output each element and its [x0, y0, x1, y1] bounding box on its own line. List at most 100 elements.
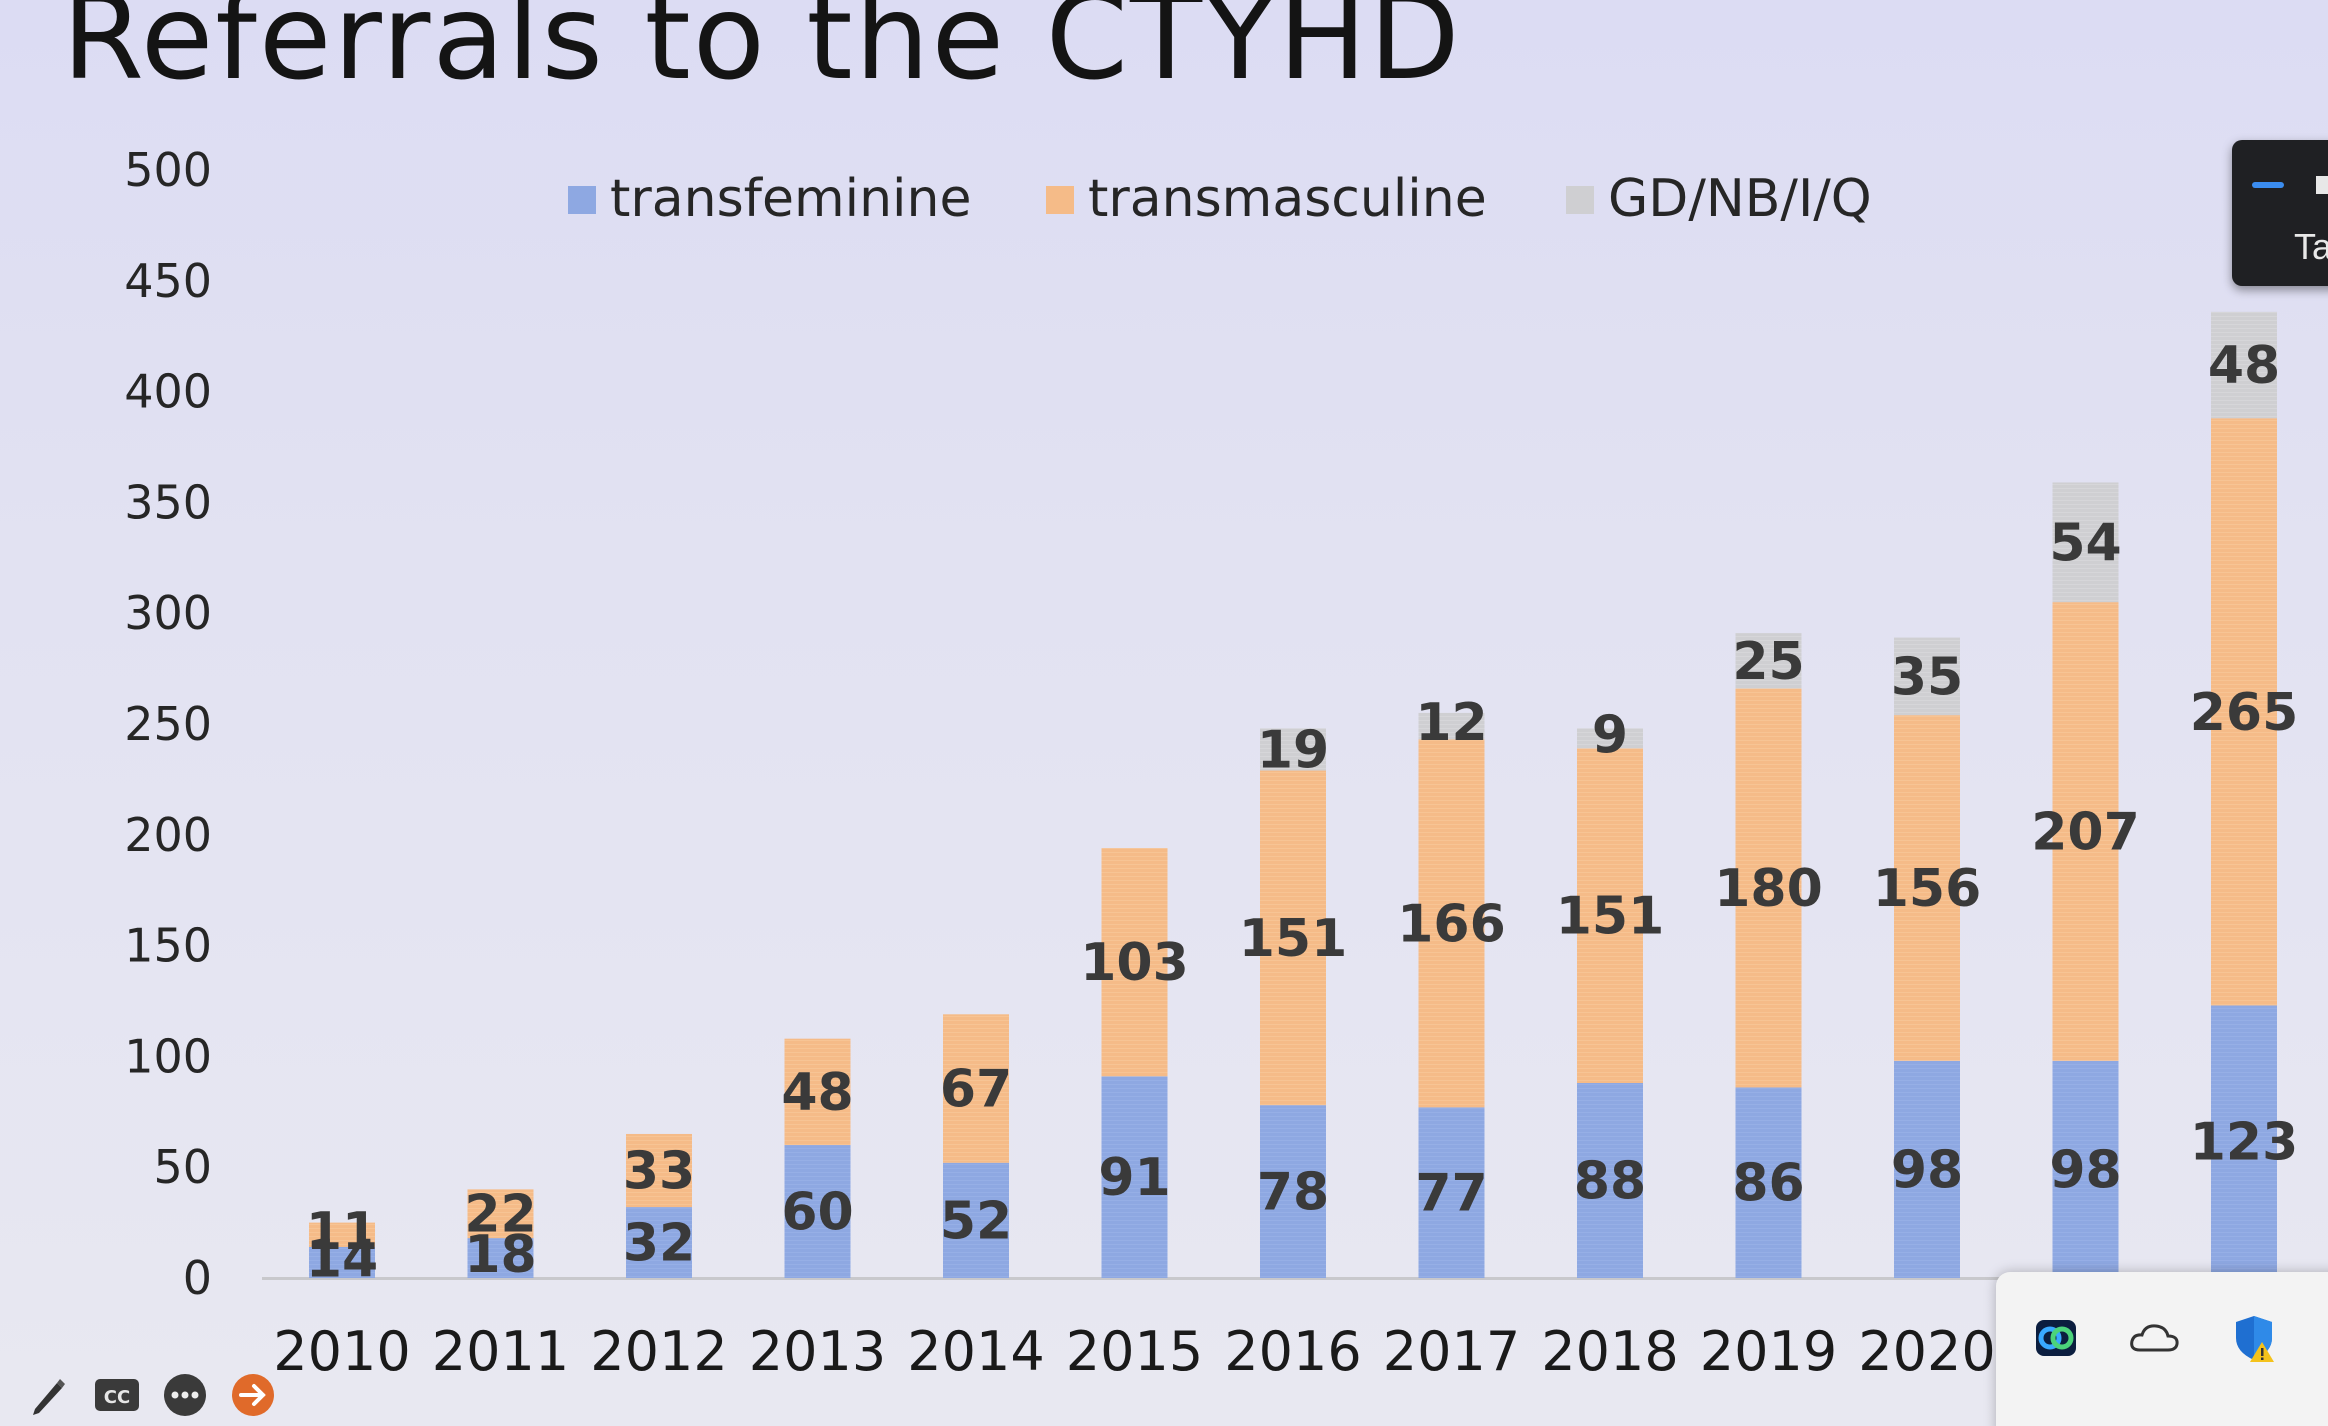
bar-segment-transfeminine — [1577, 1082, 1643, 1278]
data-label: 123 — [2190, 1113, 2299, 1173]
legend-swatch-gd — [1566, 186, 1594, 214]
bar-segment-transfeminine — [1260, 1105, 1326, 1278]
x-tick-label: 2013 — [749, 1320, 886, 1383]
bar-segment-transfeminine — [784, 1145, 851, 1278]
bar-segment-transfeminine — [626, 1207, 692, 1278]
bar-segment-transfeminine — [2211, 1005, 2277, 1278]
legend-label-transmasculine: transmasculine — [1088, 169, 1487, 229]
floating-meeting-widget[interactable]: Ta — [2232, 140, 2328, 286]
data-label: 60 — [781, 1183, 853, 1243]
bar-segment-transmasculine — [2211, 418, 2277, 1006]
bar-segment-transmasculine — [2052, 602, 2119, 1061]
bar-segment-gd — [1735, 633, 1802, 689]
data-label: 77 — [1415, 1164, 1487, 1224]
window-icon[interactable] — [2316, 176, 2328, 194]
x-tick-label: 2017 — [1383, 1320, 1520, 1383]
onedrive-icon[interactable] — [2124, 1308, 2184, 1368]
data-label: 180 — [1714, 859, 1823, 919]
data-label: 54 — [2049, 513, 2121, 573]
presentation-toolbar: CC — [0, 1370, 320, 1426]
data-label: 151 — [1239, 909, 1348, 969]
data-label: 52 — [940, 1191, 1012, 1251]
bar-segment-transmasculine — [309, 1222, 375, 1247]
next-slide-icon[interactable] — [228, 1370, 278, 1420]
pen-icon[interactable] — [24, 1370, 74, 1420]
y-tick-label: 200 — [124, 808, 212, 862]
x-tick-label: 2012 — [590, 1320, 727, 1383]
defender-warning-icon[interactable] — [2224, 1308, 2284, 1368]
data-label: 156 — [1873, 859, 1982, 919]
y-tick-label: 500 — [124, 143, 212, 197]
y-tick-label: 400 — [124, 365, 212, 419]
data-label: 78 — [1257, 1163, 1329, 1223]
bar-segment-transmasculine — [1577, 748, 1643, 1083]
closed-captions-icon[interactable]: CC — [92, 1370, 142, 1420]
data-label: 22 — [464, 1185, 536, 1245]
bar-segment-gd — [1577, 728, 1643, 749]
data-label: 33 — [623, 1142, 695, 1202]
data-label: 207 — [2031, 802, 2140, 862]
bar-segment-transfeminine — [467, 1238, 534, 1278]
more-options-icon[interactable] — [160, 1370, 210, 1420]
data-label: 67 — [940, 1060, 1012, 1120]
legend-swatch-transmasculine — [1046, 186, 1074, 214]
data-label: 14 — [306, 1229, 378, 1289]
bar-segment-transfeminine — [1735, 1087, 1802, 1278]
widget-label: Ta — [2294, 226, 2328, 267]
y-tick-label: 50 — [153, 1140, 212, 1194]
y-tick-label: 0 — [183, 1251, 212, 1305]
bar-segment-transfeminine — [1101, 1076, 1168, 1278]
bar-segment-transfeminine — [943, 1162, 1009, 1278]
legend-label-transfeminine: transfeminine — [610, 169, 971, 229]
bar-segment-gd — [1418, 712, 1485, 740]
bar-segment-transmasculine — [467, 1189, 534, 1239]
svg-text:CC: CC — [104, 1387, 130, 1408]
data-label: 98 — [1891, 1140, 1963, 1200]
data-label: 48 — [2208, 336, 2280, 396]
data-label: 18 — [464, 1225, 536, 1285]
x-tick-label: 2018 — [1541, 1320, 1678, 1383]
webex-icon[interactable] — [2026, 1308, 2086, 1368]
data-label: 265 — [2190, 683, 2299, 743]
minimize-icon[interactable] — [2252, 182, 2284, 188]
x-tick-label: 2010 — [273, 1320, 410, 1383]
bar-segment-transmasculine — [1101, 848, 1168, 1077]
y-tick-label: 150 — [124, 919, 212, 973]
bar-segment-transmasculine — [784, 1038, 851, 1146]
legend-label-gd: GD/NB/I/Q — [1608, 169, 1872, 229]
data-label: 12 — [1415, 693, 1487, 753]
data-label: 91 — [1098, 1148, 1170, 1208]
data-label: 151 — [1556, 887, 1665, 947]
bar-segment-transfeminine — [1418, 1107, 1485, 1278]
data-label: 98 — [2049, 1140, 2121, 1200]
bar-segment-gd — [1894, 637, 1960, 716]
bar-segment-gd — [2052, 482, 2119, 603]
bar-segment-transfeminine — [309, 1246, 375, 1278]
y-tick-label: 450 — [124, 254, 212, 308]
bar-segment-transfeminine — [1894, 1060, 1960, 1278]
bar-segment-transfeminine — [2052, 1060, 2119, 1278]
data-label: 32 — [623, 1214, 695, 1274]
x-tick-label: 2016 — [1224, 1320, 1361, 1383]
data-label: 48 — [781, 1063, 853, 1123]
bar-segment-transmasculine — [943, 1014, 1009, 1163]
data-label: 19 — [1257, 720, 1329, 780]
data-label: 25 — [1732, 632, 1804, 692]
data-label: 166 — [1397, 894, 1506, 954]
y-tick-label: 350 — [124, 475, 212, 529]
bar-segment-gd — [2211, 311, 2277, 419]
x-tick-label: 2019 — [1700, 1320, 1837, 1383]
y-tick-label: 300 — [124, 586, 212, 640]
data-label: 88 — [1574, 1151, 1646, 1211]
bar-segment-transmasculine — [1894, 715, 1960, 1061]
bar-segment-transmasculine — [1260, 770, 1326, 1106]
legend-swatch-transfeminine — [568, 186, 596, 214]
data-label: 86 — [1732, 1154, 1804, 1214]
data-label: 11 — [306, 1202, 378, 1262]
data-label: 103 — [1080, 933, 1189, 993]
x-tick-label: 2020 — [1858, 1320, 1995, 1383]
data-label: 35 — [1891, 647, 1963, 707]
slide-title: Referrals to the CTYHD — [62, 0, 1462, 106]
